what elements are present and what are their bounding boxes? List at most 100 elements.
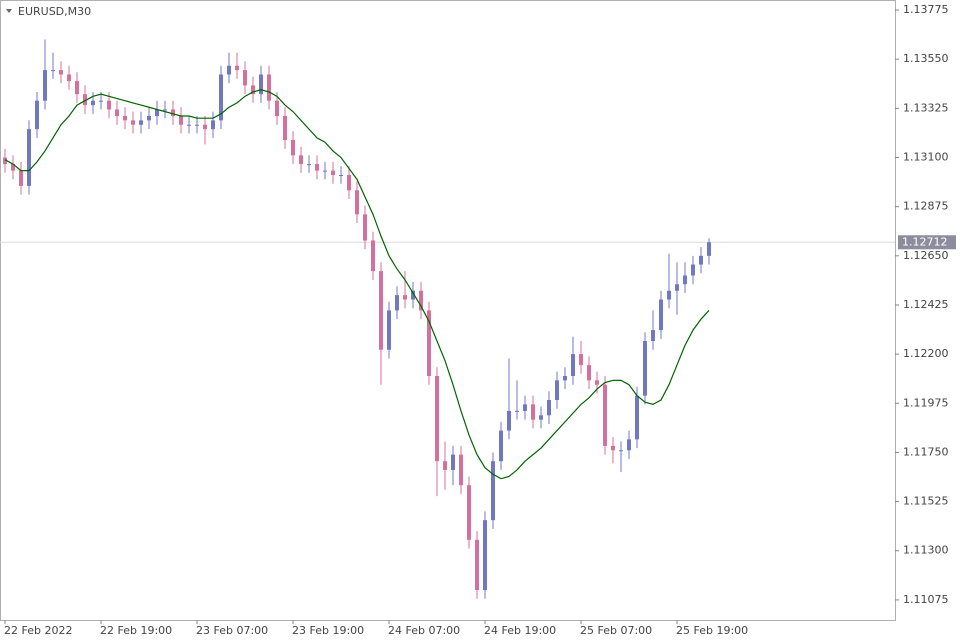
candle-body: [683, 275, 687, 285]
candle-body: [307, 164, 311, 166]
candle-body: [339, 174, 343, 176]
candle-body: [411, 290, 415, 300]
candle-body: [179, 116, 183, 125]
candle-body: [507, 410, 511, 431]
candle-body: [347, 174, 351, 191]
candle-body: [99, 100, 103, 102]
candle-body: [243, 70, 247, 86]
candle-body: [115, 109, 119, 117]
candle-body: [43, 70, 47, 101]
moving-average: [4, 89, 710, 480]
y-tick-label: 1.11075: [903, 593, 949, 606]
candle-body: [387, 310, 391, 350]
candle-body: [267, 74, 271, 101]
candle-body: [491, 461, 495, 521]
candle-body: [531, 404, 535, 420]
candle-body: [299, 155, 303, 165]
y-tick-label: 1.11975: [903, 396, 949, 409]
candle-body: [331, 170, 335, 175]
y-tick-label: 1.11750: [903, 445, 949, 458]
x-tick-label: 24 Feb 19:00: [484, 624, 556, 637]
candle-body: [555, 380, 559, 401]
plot-frame: [0, 0, 896, 621]
candle-body: [443, 461, 447, 470]
candle-body: [59, 70, 63, 75]
candle-body: [163, 109, 167, 111]
candle-body: [203, 124, 207, 130]
x-tick-label: 25 Feb 07:00: [580, 624, 652, 637]
y-tick-label: 1.11300: [903, 544, 949, 557]
candle-body: [395, 295, 399, 311]
candle-body: [227, 65, 231, 75]
x-tick-label: 25 Feb 19:00: [676, 624, 748, 637]
x-tick-label: 23 Feb 19:00: [292, 624, 364, 637]
candle-body: [83, 94, 87, 106]
x-tick-label: 22 Feb 19:00: [100, 624, 172, 637]
candle-body: [419, 290, 423, 311]
candle-body: [515, 410, 519, 412]
candle-body: [523, 404, 527, 411]
candle-body: [371, 240, 375, 272]
candle-body: [235, 65, 239, 71]
candle-body: [139, 120, 143, 125]
candle-body: [35, 100, 39, 130]
candle-body: [499, 430, 503, 462]
candle-body: [379, 271, 383, 350]
candle-body: [571, 354, 575, 376]
candle-body: [475, 539, 479, 591]
candle-body: [107, 100, 111, 110]
x-tick-label: 23 Feb 07:00: [196, 624, 268, 637]
y-tick-label: 1.13100: [903, 151, 949, 164]
candle-body: [251, 85, 255, 95]
collapse-icon[interactable]: [6, 9, 12, 13]
candle-body: [155, 109, 159, 117]
candle-body: [459, 454, 463, 486]
candle-body: [195, 124, 199, 126]
candle-body: [699, 255, 703, 265]
candle-body: [283, 116, 287, 141]
candle-body: [323, 170, 327, 172]
candle-body: [691, 264, 695, 276]
candle-body: [603, 384, 607, 446]
y-tick-label: 1.12650: [903, 249, 949, 262]
candle-body: [275, 100, 279, 117]
candle-body: [579, 354, 583, 366]
candle-body: [211, 120, 215, 130]
candle-body: [659, 299, 663, 331]
candle-body: [51, 70, 55, 72]
candle-body: [67, 74, 71, 82]
y-tick-label: 1.11525: [903, 495, 949, 508]
candle-body: [675, 284, 679, 291]
candle-body: [75, 81, 79, 95]
candle-body: [187, 124, 191, 126]
candle-body: [483, 520, 487, 591]
candle-body: [611, 445, 615, 451]
candle-body: [403, 295, 407, 300]
candle-body: [467, 485, 471, 540]
candle-body: [259, 74, 263, 95]
candle-body: [291, 140, 295, 156]
candle-body: [539, 415, 543, 420]
y-tick-label: 1.12200: [903, 347, 949, 360]
candle-body: [355, 190, 359, 215]
candle-body: [707, 242, 711, 256]
chart-title: EURUSD,M30: [18, 5, 91, 18]
candle-body: [643, 341, 647, 396]
x-tick-label: 22 Feb 2022: [4, 624, 72, 637]
candle-body: [315, 164, 319, 171]
candle-body: [219, 74, 223, 121]
current-price-label: 1.12712: [902, 235, 948, 248]
y-tick-label: 1.13550: [903, 52, 949, 65]
candle-body: [171, 109, 175, 117]
candle-body: [563, 375, 567, 381]
y-tick-label: 1.13325: [903, 101, 949, 114]
candle-body: [619, 450, 623, 452]
candle-body: [27, 129, 31, 186]
candle-body: [587, 365, 591, 381]
y-tick-label: 1.12425: [903, 298, 949, 311]
candle-body: [131, 120, 135, 125]
candle-body: [91, 100, 95, 106]
candle-body: [635, 395, 639, 440]
candle-body: [595, 380, 599, 385]
